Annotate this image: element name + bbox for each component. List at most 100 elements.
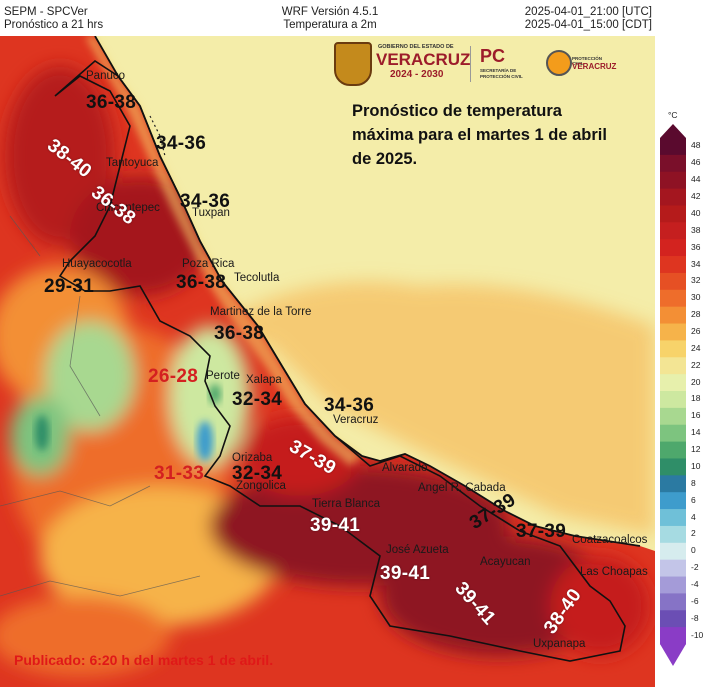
colorbar-tick-label: 20 <box>691 376 701 387</box>
model-version: WRF Versión 4.5.1 <box>281 6 379 18</box>
colorbar-tick-label: 0 <box>691 545 696 556</box>
colorbar-tick-label: 14 <box>691 427 701 438</box>
valid-time-utc: 2025-04-01_21:00 [UTC] <box>524 6 652 18</box>
temp-range-label: 36-38 <box>86 92 137 113</box>
neighbor-borders <box>0 215 201 597</box>
colorbar-tick-label: 44 <box>691 174 701 185</box>
colorbar-tick-label: 32 <box>691 275 701 286</box>
gov-small-text: GOBIERNO DEL ESTADO DE <box>378 44 454 50</box>
colorbar-tick-label: 30 <box>691 292 701 303</box>
city-label: Coatzacoalcos <box>572 534 648 546</box>
city-label: Martinez de la Torre <box>210 306 312 318</box>
temp-range-label: 36-38 <box>214 323 265 344</box>
colorbar-cell <box>660 289 686 308</box>
city-label: Panuco <box>86 70 126 82</box>
colorbar-tick-label: 12 <box>691 444 701 455</box>
colorbar-top-arrow <box>660 124 686 138</box>
warm-sea-zone <box>200 281 655 536</box>
colorbar-cell <box>660 239 686 257</box>
colorbar-cell <box>660 458 686 476</box>
colorbar-cell <box>660 475 686 493</box>
gov-years-text: 2024 - 2030 <box>390 69 444 80</box>
variable-name: Temperatura a 2m <box>283 19 377 31</box>
city-label: Perote <box>206 370 240 382</box>
colorbar-tick-label: 34 <box>691 258 701 269</box>
city-label: Alvarado <box>382 462 428 474</box>
temp-range-label: 32-34 <box>232 389 283 410</box>
colorbar-tick-label: 36 <box>691 241 701 252</box>
temp-range-label: 34-36 <box>324 395 375 416</box>
colorbar-cell <box>660 222 686 240</box>
colorbar-cell <box>660 138 686 156</box>
temp-range-label: 37-39 <box>516 521 567 542</box>
header-center: WRF Versión 4.5.1 Temperatura a 2m <box>270 6 390 32</box>
colorbar-tick-label: -4 <box>691 578 699 589</box>
temp-range-label: 36-38 <box>176 272 227 293</box>
temp-range-label: 39-41 <box>310 515 361 536</box>
colorbar-cell <box>660 610 686 628</box>
colorbar-cell <box>660 154 686 173</box>
colorbar-tick-label: 16 <box>691 410 701 421</box>
city-label: Orizaba <box>232 452 273 464</box>
pcv-emblem-icon <box>546 50 572 76</box>
colorbar-tick-label: 28 <box>691 309 701 320</box>
temp-range-label: 29-31 <box>44 276 95 297</box>
temp-range-label: 39-41 <box>380 563 431 584</box>
colorbar-cell <box>660 627 686 645</box>
colorbar-tick-label: 42 <box>691 191 701 202</box>
city-label: Acayucan <box>480 556 531 568</box>
colorbar-cell <box>660 593 686 611</box>
city-label: Poza Rica <box>182 258 235 270</box>
colorbar-cell <box>660 256 686 274</box>
colorbar-cell <box>660 323 686 341</box>
pcv-name-text: VERACRUZ <box>572 62 617 71</box>
colorbar-cell <box>660 391 686 409</box>
valid-time-cdt: 2025-04-01_15:00 [CDT] <box>524 19 652 31</box>
colorbar-cell <box>660 492 686 510</box>
pc-sub-text: SECRETARÍA DE PROTECCIÓN CIVIL <box>480 68 523 79</box>
published-note: Publicado: 6:20 h del martes 1 de abril. <box>14 652 274 668</box>
forecast-lead: Pronóstico a 21 hrs <box>4 19 104 31</box>
colorbar-cell <box>660 576 686 594</box>
colorbar-bottom-arrow <box>660 644 686 666</box>
colorbar-tick-label: -6 <box>691 595 699 606</box>
colorbar-cell <box>660 306 686 325</box>
gov-name-text: VERACRUZ <box>376 50 471 69</box>
city-label: Tuxpan <box>192 207 230 219</box>
colorbar-tick-label: 10 <box>691 460 701 471</box>
colorbar-tick-label: 4 <box>691 511 696 522</box>
temperature-map <box>0 36 655 687</box>
temp-range-label: 34-36 <box>156 133 207 154</box>
temp-range-label: 31-33 <box>154 463 205 484</box>
institution-logos: GOBIERNO DEL ESTADO DE VERACRUZ 2024 - 2… <box>330 38 616 90</box>
colorbar-cell <box>660 340 686 358</box>
city-label: Tierra Blanca <box>312 498 380 510</box>
colorbar-cell <box>660 525 686 544</box>
colorbar-tick-label: 22 <box>691 359 701 370</box>
temp-range-label: 34-36 <box>180 191 231 212</box>
colorbar-tick-label: 38 <box>691 224 701 235</box>
coastline <box>94 36 641 547</box>
veracruz-shield-icon <box>334 42 372 86</box>
colorbar-tick-label: 40 <box>691 207 701 218</box>
colorbar-cell <box>660 357 686 375</box>
colorbar-cell <box>660 171 686 190</box>
city-label: Tecolutla <box>234 272 280 284</box>
colorbar-cell <box>660 188 686 206</box>
colorbar-unit: °C <box>668 110 678 120</box>
header-left: SEPM - SPCVer Pronóstico a 21 hrs <box>4 6 103 32</box>
city-label: Huayacocotla <box>62 258 132 270</box>
forecast-note: Pronóstico de temperatura máxima para el… <box>352 102 607 168</box>
colorbar-tick-label: 26 <box>691 325 701 336</box>
colorbar-cell <box>660 374 686 392</box>
colorbar-cell <box>660 407 686 426</box>
temp-range-label: 26-28 <box>148 366 199 387</box>
colorbar-cell <box>660 509 686 527</box>
colorbar-tick-label: 46 <box>691 157 701 168</box>
city-label: Xalapa <box>246 374 282 386</box>
pcv-small-text: PROTECCIÓN CIVIL <box>572 56 603 66</box>
temp-range-label: 32-34 <box>232 463 283 484</box>
colorbar-cell <box>660 441 686 459</box>
colorbar-cell <box>660 205 686 223</box>
